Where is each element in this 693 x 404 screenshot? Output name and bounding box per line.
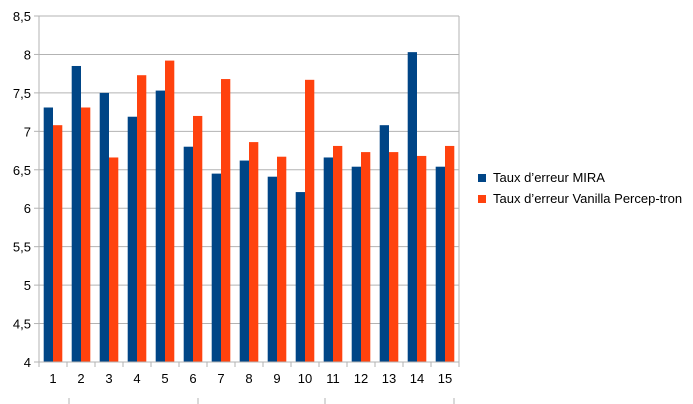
bar-vanilla-perceptron — [305, 79, 315, 362]
bar-vanilla-perceptron — [137, 75, 147, 363]
bar-vanilla-perceptron — [221, 79, 231, 362]
legend-item-mira: Taux d’erreur MIRA — [478, 170, 688, 186]
bar-vanilla-perceptron — [333, 145, 343, 362]
x-axis-ticks: 1 2 3 4 5 6 7 8 9 10 11 12 13 14 15 — [49, 371, 452, 386]
bar-vanilla-perceptron — [361, 152, 371, 362]
bar-mira — [155, 90, 165, 363]
bar-vanilla-perceptron — [389, 152, 399, 362]
x-tick-label: 12 — [354, 371, 368, 386]
y-tick-label: 6,5 — [13, 163, 31, 178]
bar-mira — [239, 160, 249, 362]
legend-swatch-mira — [478, 174, 486, 182]
x-tick-label: 10 — [298, 371, 312, 386]
bar-vanilla-perceptron — [53, 125, 63, 362]
bar-mira — [379, 125, 389, 362]
bar-vanilla-perceptron — [109, 157, 119, 362]
y-tick-label: 7,5 — [13, 86, 31, 101]
bar-mira — [71, 65, 81, 362]
y-tick-label: 7 — [24, 124, 31, 139]
y-tick-label: 8 — [24, 47, 31, 62]
bar-mira — [43, 107, 53, 363]
x-tick-label: 8 — [245, 371, 252, 386]
y-tick-label: 4 — [24, 355, 31, 370]
legend-item-vanilla: Taux d’erreur Vanilla Percep-tron — [478, 191, 688, 207]
bar-vanilla-perceptron — [81, 107, 91, 363]
x-tick-label: 14 — [410, 371, 424, 386]
bar-mira — [127, 116, 137, 362]
legend-label-vanilla: Taux d’erreur Vanilla Percep-tron — [493, 191, 683, 206]
x-tick-label: 11 — [326, 371, 340, 386]
y-axis-ticks: 4 4,5 5 5,5 6 6,5 7 7,5 8 8,5 — [13, 9, 31, 370]
bar-vanilla-perceptron — [193, 115, 203, 362]
bars — [43, 52, 455, 363]
x-tick-label: 1 — [49, 371, 56, 386]
x-tick-label: 15 — [438, 371, 452, 386]
legend: Taux d’erreur MIRA Taux d’erreur Vanilla… — [478, 170, 688, 212]
bar-vanilla-perceptron — [277, 156, 287, 362]
x-tick-label: 9 — [273, 371, 280, 386]
bar-mira — [323, 157, 333, 362]
legend-label-mira: Taux d’erreur MIRA — [493, 170, 605, 185]
bar-mira — [267, 176, 277, 362]
bar-vanilla-perceptron — [249, 142, 259, 362]
x-tick-label: 3 — [105, 371, 112, 386]
bar-mira — [295, 192, 305, 362]
bar-mira — [435, 166, 445, 362]
x-tick-label: 2 — [77, 371, 84, 386]
x-tick-label: 6 — [189, 371, 196, 386]
bar-mira — [99, 92, 109, 362]
bar-mira — [211, 173, 221, 362]
y-tick-label: 5 — [24, 278, 31, 293]
y-tick-label: 4,5 — [13, 317, 31, 332]
legend-swatch-vanilla — [478, 195, 486, 203]
x-tick-label: 5 — [161, 371, 168, 386]
bar-mira — [183, 146, 193, 362]
bar-mira — [351, 166, 361, 362]
y-tick-label: 8,5 — [13, 9, 31, 24]
y-tick-label: 6 — [24, 201, 31, 216]
x-tick-label: 4 — [133, 371, 140, 386]
bar-mira — [407, 52, 417, 362]
bar-vanilla-perceptron — [417, 155, 427, 362]
bar-vanilla-perceptron — [165, 60, 175, 363]
y-tick-label: 5,5 — [13, 240, 31, 255]
axes — [38, 16, 460, 404]
x-tick-label: 13 — [382, 371, 396, 386]
bar-vanilla-perceptron — [445, 145, 455, 362]
x-tick-label: 7 — [217, 371, 224, 386]
